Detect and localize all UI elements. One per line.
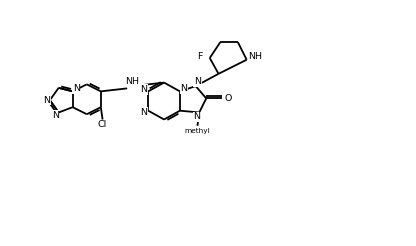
- Text: methyl: methyl: [185, 128, 210, 134]
- Text: N: N: [194, 77, 201, 86]
- Text: N: N: [73, 84, 80, 93]
- Text: N: N: [181, 84, 188, 93]
- Text: N: N: [52, 111, 59, 120]
- Text: Cl: Cl: [98, 120, 107, 129]
- Text: N: N: [43, 96, 50, 105]
- Text: N: N: [193, 112, 200, 121]
- Text: F: F: [197, 52, 203, 62]
- Text: N: N: [141, 108, 148, 117]
- Text: NH: NH: [126, 77, 139, 86]
- Text: NH: NH: [248, 52, 262, 61]
- Text: O: O: [225, 94, 232, 103]
- Text: N: N: [141, 85, 148, 94]
